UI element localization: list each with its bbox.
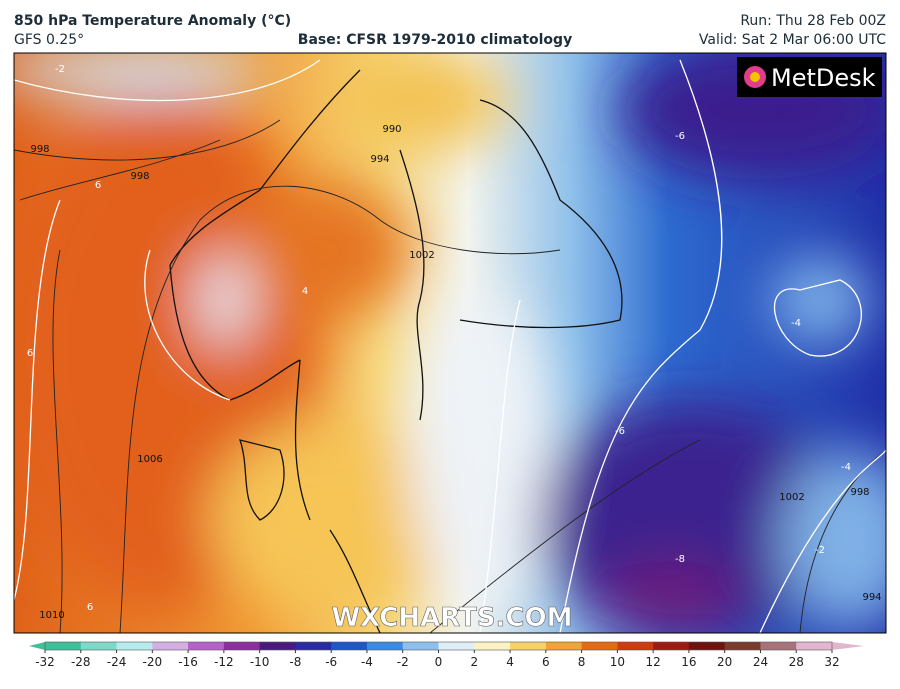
colorbar-tick-label: 8 bbox=[578, 655, 586, 669]
colorbar-tick-label: 16 bbox=[681, 655, 696, 669]
colorbar-tick-label: 12 bbox=[645, 655, 660, 669]
colorbar-tick-label: 2 bbox=[470, 655, 478, 669]
colorbar-end-low bbox=[29, 642, 45, 650]
colorbar-segment bbox=[259, 642, 296, 650]
colorbar-tick-label: -2 bbox=[397, 655, 409, 669]
colorbar-tick-label: -28 bbox=[71, 655, 91, 669]
contour-label: 1002 bbox=[779, 492, 804, 503]
contour-label: -8 bbox=[675, 554, 685, 565]
colorbar-segment bbox=[188, 642, 225, 650]
colorbar-segment bbox=[223, 642, 261, 650]
colorbar-tick-label: -24 bbox=[107, 655, 127, 669]
valid: Valid: Sat 2 Mar 06:00 UTC bbox=[699, 32, 886, 48]
colorbar-segment bbox=[80, 642, 118, 650]
colorbar-segment bbox=[724, 642, 761, 650]
base: Base: CFSR 1979-2010 climatology bbox=[298, 32, 572, 48]
colorbar-tick-label: -20 bbox=[143, 655, 163, 669]
contour-label: 990 bbox=[382, 124, 401, 135]
colorbar-tick-label: -12 bbox=[214, 655, 234, 669]
contour-label: -4 bbox=[791, 318, 801, 329]
colorbar-segment bbox=[116, 642, 153, 650]
title: 850 hPa Temperature Anomaly (°C) bbox=[14, 13, 291, 29]
colorbar-segment bbox=[366, 642, 404, 650]
colorbar-segment bbox=[331, 642, 368, 650]
colorbar-segment bbox=[617, 642, 654, 650]
colorbar-segment bbox=[438, 642, 475, 650]
colorbar-segment bbox=[688, 642, 726, 650]
anomaly-contours bbox=[14, 59, 886, 633]
contour-label: 6 bbox=[95, 180, 101, 191]
contour-label: 1006 bbox=[137, 454, 162, 465]
contour-label: -6 bbox=[675, 131, 685, 142]
colorbar-tick-label: -4 bbox=[361, 655, 373, 669]
colorbar-tick-label: 24 bbox=[753, 655, 768, 669]
colorbar-segment bbox=[45, 642, 82, 650]
colorbar-segment bbox=[760, 642, 797, 650]
colorbar-tick-label: 32 bbox=[824, 655, 839, 669]
colorbar-tick-label: -32 bbox=[35, 655, 55, 669]
colorbar-tick-label: 0 bbox=[435, 655, 443, 669]
logo: MetDesk bbox=[771, 64, 876, 92]
colorbar-tick-label: 28 bbox=[789, 655, 804, 669]
colorbar-segment bbox=[581, 642, 618, 650]
contour-label: 994 bbox=[370, 154, 389, 165]
model: GFS 0.25° bbox=[14, 32, 84, 48]
contour-label: 6 bbox=[27, 348, 33, 359]
contour-label: -6 bbox=[615, 426, 625, 437]
colorbar-end-high bbox=[832, 642, 864, 650]
contour-label: -4 bbox=[841, 462, 851, 473]
contour-label: -2 bbox=[55, 64, 65, 75]
colorbar-tick-label: 10 bbox=[610, 655, 625, 669]
map: MetDesk WXCHARTS.COM 998 998 990 994 1002 100… bbox=[14, 53, 886, 633]
contour-label: -2 bbox=[815, 545, 825, 556]
colorbar-tick-label: 4 bbox=[506, 655, 514, 669]
contour-label: 998 bbox=[130, 171, 149, 182]
colorbar: -32 -28 -24 -20 -16 -12 -10 -8 -6 -4 -2 0 2 4 6 8 10 12 16… bbox=[29, 641, 864, 669]
contour-label: 6 bbox=[87, 602, 93, 613]
colorbar-tick-label: 6 bbox=[542, 655, 550, 669]
contour-label: 1002 bbox=[409, 250, 434, 261]
run: Run: Thu 28 Feb 00Z bbox=[740, 13, 886, 29]
colorbar-segment bbox=[474, 642, 511, 650]
contour-label: 1010 bbox=[39, 610, 64, 621]
colorbar-segment bbox=[510, 642, 547, 650]
colorbar-tick-label: -8 bbox=[289, 655, 301, 669]
colorbar-segment bbox=[295, 642, 332, 650]
logo-icon-center bbox=[750, 72, 760, 82]
contour-label: 994 bbox=[862, 592, 881, 603]
contour-label: 4 bbox=[302, 286, 308, 297]
colorbar-tick-label: -16 bbox=[178, 655, 198, 669]
colorbar-segment bbox=[402, 642, 439, 650]
colorbar-segment bbox=[653, 642, 690, 650]
contour-labels: 998 998 990 994 1002 1006 1010 1002 998 994 -2 -6 -4… bbox=[27, 64, 882, 621]
contour-label: 998 bbox=[850, 487, 869, 498]
contour-label: 998 bbox=[30, 144, 49, 155]
isobars bbox=[14, 119, 886, 633]
anomaly-field bbox=[14, 53, 886, 633]
colorbar-tick-label: -10 bbox=[250, 655, 270, 669]
colorbar-segment bbox=[545, 642, 583, 650]
colorbar-segment bbox=[796, 642, 833, 650]
colorbar-tick-label: -6 bbox=[325, 655, 337, 669]
colorbar-segment bbox=[152, 642, 189, 650]
map-frame bbox=[13, 52, 887, 634]
watermark: WXCHARTS.COM bbox=[331, 603, 572, 633]
coastlines bbox=[169, 69, 623, 633]
colorbar-tick-label: 20 bbox=[717, 655, 732, 669]
